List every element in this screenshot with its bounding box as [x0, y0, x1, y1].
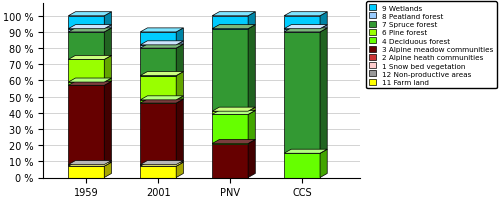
Polygon shape — [140, 33, 176, 46]
Polygon shape — [212, 30, 248, 112]
Polygon shape — [140, 100, 184, 104]
Polygon shape — [104, 79, 112, 86]
Polygon shape — [212, 144, 248, 178]
Polygon shape — [320, 13, 327, 30]
Polygon shape — [212, 112, 248, 115]
Polygon shape — [68, 86, 104, 165]
Polygon shape — [104, 162, 112, 178]
Polygon shape — [176, 162, 184, 178]
Polygon shape — [68, 79, 112, 83]
Polygon shape — [140, 45, 184, 49]
Polygon shape — [284, 17, 320, 30]
Polygon shape — [212, 115, 248, 144]
Polygon shape — [176, 29, 184, 46]
Polygon shape — [140, 49, 176, 76]
Polygon shape — [212, 108, 256, 112]
Polygon shape — [176, 100, 184, 165]
Polygon shape — [176, 96, 184, 104]
Polygon shape — [176, 161, 184, 166]
Polygon shape — [140, 42, 184, 46]
Polygon shape — [104, 26, 112, 33]
Polygon shape — [284, 30, 320, 33]
Polygon shape — [320, 149, 327, 178]
Polygon shape — [68, 13, 112, 17]
Polygon shape — [104, 13, 112, 30]
Polygon shape — [140, 165, 176, 166]
Polygon shape — [284, 33, 320, 153]
Polygon shape — [104, 29, 112, 60]
Polygon shape — [140, 46, 176, 49]
Polygon shape — [284, 13, 327, 17]
Polygon shape — [68, 26, 112, 30]
Polygon shape — [68, 33, 104, 60]
Polygon shape — [212, 140, 256, 144]
Polygon shape — [140, 29, 184, 33]
Polygon shape — [212, 13, 256, 17]
Polygon shape — [284, 26, 327, 30]
Polygon shape — [284, 29, 327, 33]
Polygon shape — [248, 26, 256, 112]
Polygon shape — [68, 29, 112, 33]
Polygon shape — [212, 26, 256, 30]
Legend: 9 Wetlands, 8 Peatland forest, 7 Spruce forest, 6 Pine forest, 4 Deciduous fores: 9 Wetlands, 8 Peatland forest, 7 Spruce … — [366, 2, 496, 89]
Polygon shape — [140, 162, 184, 166]
Polygon shape — [104, 56, 112, 83]
Polygon shape — [284, 149, 327, 153]
Polygon shape — [140, 72, 184, 76]
Polygon shape — [176, 72, 184, 100]
Polygon shape — [68, 166, 104, 178]
Polygon shape — [284, 153, 320, 178]
Polygon shape — [68, 82, 112, 86]
Polygon shape — [320, 29, 327, 153]
Polygon shape — [68, 30, 104, 33]
Polygon shape — [104, 161, 112, 166]
Polygon shape — [68, 17, 104, 30]
Polygon shape — [68, 60, 104, 83]
Polygon shape — [140, 166, 176, 178]
Polygon shape — [68, 56, 112, 60]
Polygon shape — [248, 13, 256, 30]
Polygon shape — [248, 111, 256, 144]
Polygon shape — [140, 104, 176, 165]
Polygon shape — [212, 111, 256, 115]
Polygon shape — [248, 140, 256, 178]
Polygon shape — [176, 42, 184, 49]
Polygon shape — [68, 83, 104, 86]
Polygon shape — [140, 100, 176, 104]
Polygon shape — [68, 161, 112, 165]
Polygon shape — [104, 82, 112, 165]
Polygon shape — [320, 26, 327, 33]
Polygon shape — [68, 162, 112, 166]
Polygon shape — [248, 108, 256, 115]
Polygon shape — [68, 165, 104, 166]
Polygon shape — [140, 161, 184, 165]
Polygon shape — [140, 96, 184, 100]
Polygon shape — [212, 17, 248, 30]
Polygon shape — [176, 45, 184, 76]
Polygon shape — [140, 76, 176, 100]
